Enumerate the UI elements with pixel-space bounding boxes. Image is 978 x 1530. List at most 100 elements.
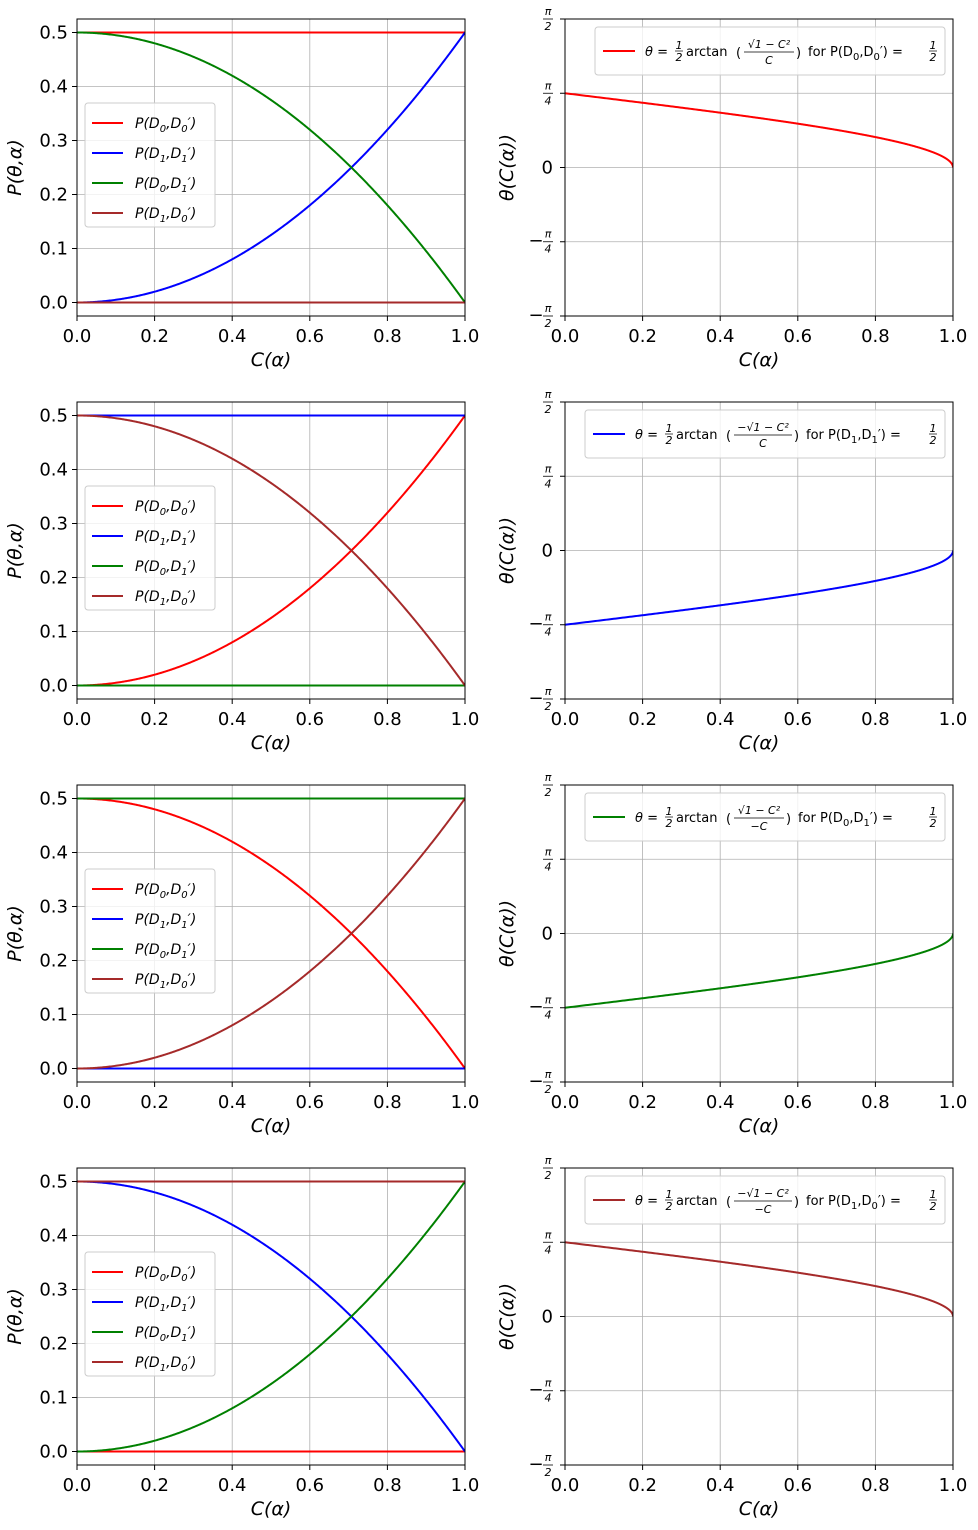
legend-cond-part: ,D [859,45,873,60]
legend-part: ′) [188,589,197,605]
y-tick-label: π4 [543,79,553,107]
legend-cond-part: 1 [871,435,877,446]
x-axis-label: C(α) [739,1115,780,1137]
legend-condition: for P(D1,D1′) = [806,428,901,446]
legend-rhs-num: 1 [930,1188,937,1201]
series-line-0 [565,1241,953,1317]
y-tick-label: 0.1 [39,1388,68,1409]
legend-frac-den: C [759,437,767,450]
legend-part: ,D [166,116,181,132]
axes-frame [76,18,466,317]
x-axis-label: C(α) [739,732,780,754]
series-line-0 [565,550,953,626]
legend-half-num: 1 [666,805,673,818]
legend-frame [84,485,216,611]
legend-part: ′) [188,1355,197,1371]
x-tick-label: 0.6 [783,326,812,347]
legend-cond-part: ,D [857,1194,871,1209]
y-tick-text: 0 [542,924,553,945]
legend-part: ,D [166,206,181,222]
legend-sub: 0 [181,980,187,991]
y-tick-den: 4 [545,626,552,639]
y-tick-label: π2 [543,771,553,799]
x-tick-label: 0.8 [861,709,890,730]
legend-cond-part: for P(D [798,811,843,826]
series-line-2 [77,1180,465,1453]
series-line-1 [77,31,465,304]
legend-paren: ( [726,429,731,444]
legend-sub: 0 [181,124,187,135]
legend-half-den: 2 [666,434,673,447]
legend-cond-part: for P(D [806,1194,851,1209]
axes-frame [76,401,466,700]
legend-frame [584,1175,946,1225]
legend-entry: P(D0,D0′) [135,499,196,518]
legend-sub: 0 [160,124,166,135]
legend-sub: 0 [181,1273,187,1284]
legend-part: ,D [166,1295,181,1311]
y-tick-label: 0.0 [39,1442,68,1463]
x-tick-label: 0.2 [628,1092,657,1113]
legend-fn: arctan [676,811,717,826]
y-tick-minus: − [528,1454,543,1475]
legend-sub: 1 [160,1303,166,1314]
y-tick-num: π [545,388,552,401]
legend-frame [84,1251,216,1377]
legend: P(D0,D0′)P(D1,D1′)P(D0,D1′)P(D1,D0′) [84,485,216,611]
legend-entry: P(D0,D0′) [135,1265,196,1284]
legend-fn: arctan [676,428,717,443]
legend-half-den: 2 [666,1200,673,1213]
legend-sub: 1 [181,1303,187,1314]
legend-sub: 1 [181,1333,187,1344]
legend-part: ′) [188,206,197,222]
chart-panel-3-1: 0.0 0.2 0.4 0.6 0.8 1.0− π2− π40π4π2C(α)θ(C(α))… [496,1154,967,1520]
y-tick-den: 2 [545,700,552,713]
y-tick-num: π [545,79,552,92]
legend-sub: 0 [160,1273,166,1284]
axes-frame [76,784,466,1083]
y-tick-label: 0.5 [39,23,68,44]
legend-part: P(D [135,882,160,898]
x-axis-label: C(α) [739,349,780,371]
legend-part: ′) [188,912,197,928]
legend-part: P(D [135,912,160,928]
y-tick-num: π [545,302,552,315]
legend-entry: P(D0,D1′) [135,176,196,195]
x-tick-label: 0.0 [63,326,92,347]
x-axis-label: C(α) [251,1115,292,1137]
series-line-0 [565,92,953,168]
x-axis-label: C(α) [251,349,292,371]
y-tick-label: − π 2 [528,685,553,713]
legend-part: P(D [135,942,160,958]
x-tick-label: 1.0 [451,1475,480,1496]
y-tick-num: π [545,228,552,241]
legend-part: P(D [135,176,160,192]
legend-part: ′) [188,146,197,162]
legend-frame [584,792,946,842]
y-tick-den: 4 [545,1009,552,1022]
legend: θ = 12 arctan (−√1 − C²C) for P(D1,D1′) = 1… [584,409,946,459]
x-tick-label: 0.4 [218,709,247,730]
y-tick-den: 4 [545,1392,552,1405]
legend-paren: ( [736,46,741,61]
y-tick-label: π4 [543,845,553,873]
y-tick-minus: − [528,997,543,1018]
legend-entry: P(D0,D1′) [135,559,196,578]
legend-sub: 1 [160,920,166,931]
legend-part: ,D [166,912,181,928]
x-tick-label: 0.4 [218,1092,247,1113]
legend-sub: 0 [160,507,166,518]
legend-frac-den: −C [751,820,768,833]
y-axis-label: P(θ,α) [4,522,26,578]
y-tick-label: 0.5 [39,406,68,427]
y-tick-den: 2 [545,317,552,330]
x-tick-label: 0.2 [628,1475,657,1496]
y-tick-num: π [545,1228,552,1241]
legend-part: ,D [166,972,181,988]
legend-part: ′) [188,1295,197,1311]
y-tick-label: 0.3 [39,131,68,152]
legend-cond-part: for P(D [808,45,853,60]
legend-entry: P(D0,D0′) [135,116,196,135]
y-tick-text: 0 [542,158,553,179]
legend-cond-part: 1 [863,818,869,829]
